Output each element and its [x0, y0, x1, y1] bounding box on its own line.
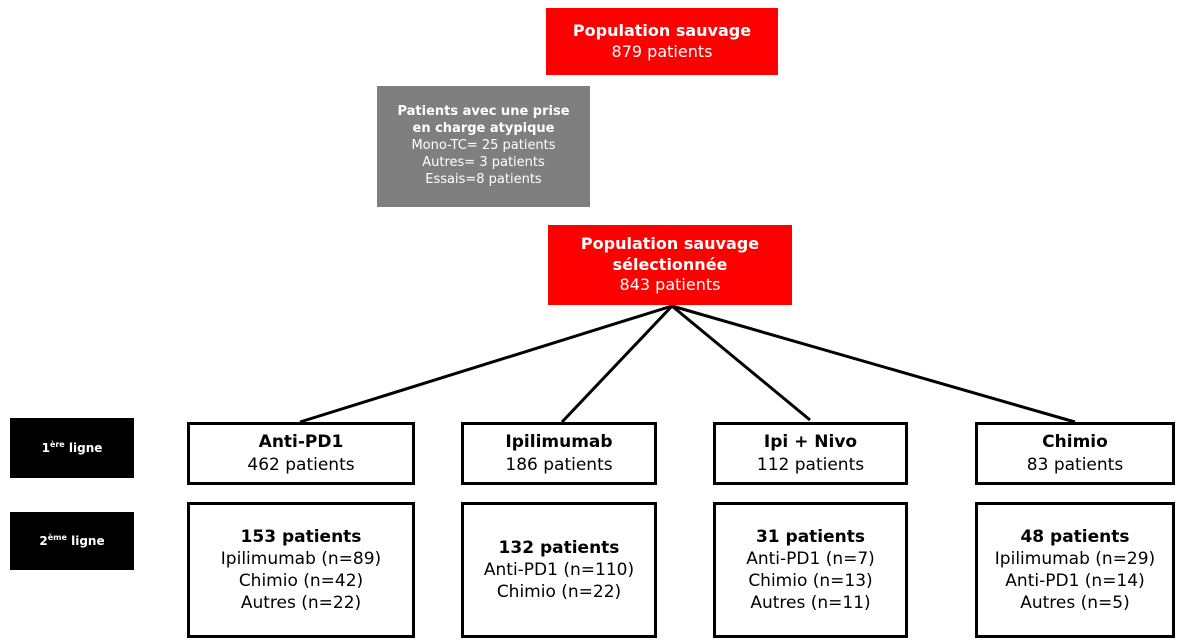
line: Autres= 3 patients [422, 154, 545, 170]
line: Ipilimumab (n=29) [994, 548, 1156, 569]
second-line-box: 31 patients Anti-PD1 (n=7) Chimio (n=13) Au… [713, 502, 908, 638]
count: 879 patients [611, 41, 713, 61]
sup: ère [49, 439, 65, 449]
title: Patients avec une prise [397, 104, 570, 120]
title: en charge atypique [412, 121, 555, 137]
line: Mono-TC= 25 patients [411, 138, 556, 154]
title: sélectionnée [612, 254, 728, 274]
second-line-box: 48 patients Ipilimumab (n=29) Anti-PD1 (n=… [975, 502, 1175, 638]
connector [671, 304, 811, 422]
first-line-box: Ipilimumab 186 patients [461, 422, 657, 485]
label: 2ème ligne [39, 533, 104, 550]
connector [299, 304, 673, 424]
line: Essais=8 patients [425, 171, 542, 187]
title: Ipilimumab [505, 432, 613, 453]
count: 462 patients [247, 454, 355, 475]
title: 31 patients [755, 526, 866, 547]
title: Ipi + Nivo [763, 432, 858, 453]
first-line-box: Anti-PD1 462 patients [187, 422, 415, 485]
sup: ème [47, 532, 67, 542]
line: Chimio (n=42) [238, 571, 364, 591]
num: 2 [39, 533, 48, 548]
connector [671, 304, 1076, 424]
title: 48 patients [1020, 526, 1130, 547]
title: Chimio [1042, 432, 1108, 453]
selected-box: Population sauvage sélectionnée 843 patien… [548, 225, 792, 305]
line: Chimio (n=22) [496, 582, 622, 603]
line: Anti-PD1 (n=110) [483, 559, 635, 580]
text: ligne [71, 533, 105, 548]
count: 83 patients [1026, 454, 1124, 475]
line: Anti-PD1 (n=7) [746, 548, 875, 569]
second-line-box: 132 patients Anti-PD1 (n=110) Chimio (n=22… [461, 502, 657, 638]
row-label: 1ère ligne [10, 418, 134, 478]
title: Population sauvage [572, 20, 752, 40]
label: 1ère ligne [42, 440, 103, 457]
line: Autres (n=5) [1020, 593, 1130, 614]
line: Anti-PD1 (n=14) [1005, 571, 1145, 591]
count: 112 patients [756, 454, 865, 475]
title: 153 patients [240, 526, 362, 547]
second-line-box: 153 patients Ipilimumab (n=89) Chimio (n=4… [187, 502, 415, 638]
top-box: Population sauvage 879 patients [546, 8, 778, 75]
title: Population sauvage [580, 233, 760, 253]
first-line-box: Chimio 83 patients [975, 422, 1175, 485]
text: ligne [68, 440, 103, 455]
atypical-box: Patients avec une prise en charge atypiqu… [377, 86, 590, 207]
line: Autres (n=22) [240, 593, 362, 614]
title: 132 patients [498, 537, 620, 558]
num: 1 [41, 440, 50, 455]
line: Autres (n=11) [750, 593, 871, 614]
line: Ipilimumab (n=89) [220, 548, 382, 569]
count: 843 patients [619, 275, 721, 295]
connector [560, 304, 674, 424]
count: 186 patients [505, 454, 613, 475]
first-line-box: Ipi + Nivo 112 patients [713, 422, 908, 485]
title: Anti-PD1 [258, 432, 344, 453]
row-label: 2ème ligne [10, 512, 134, 570]
line: Chimio (n=13) [748, 571, 873, 591]
